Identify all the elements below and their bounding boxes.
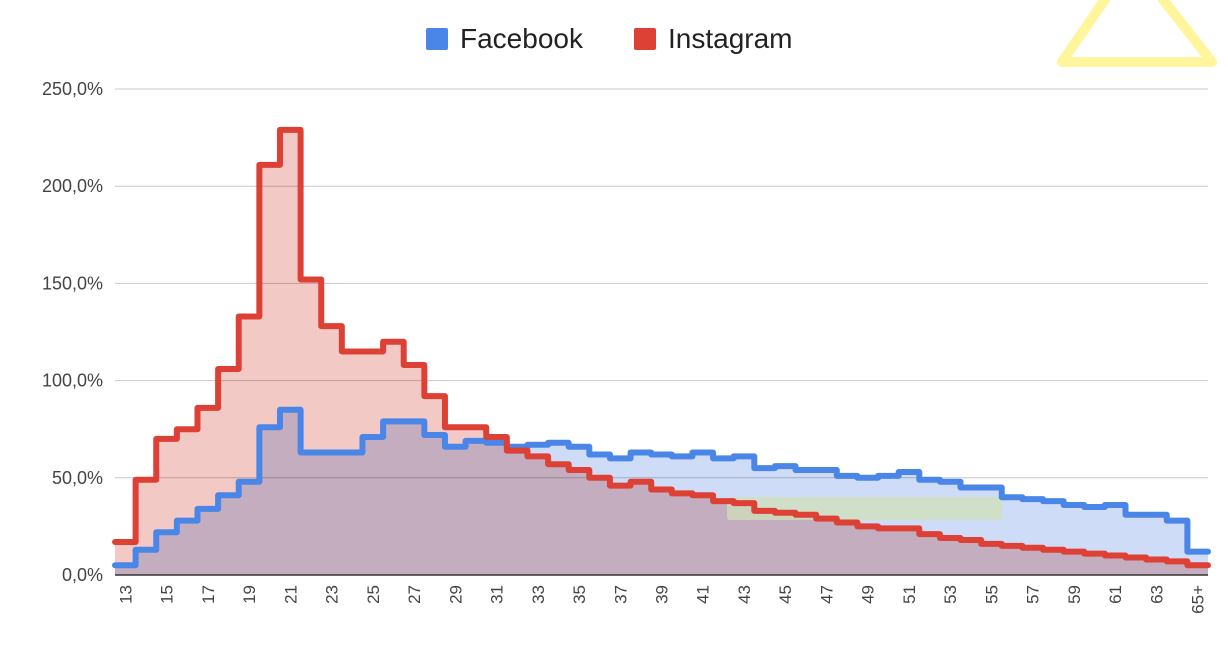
y-tick-label: 150,0% (42, 273, 103, 293)
x-tick-label: 21 (281, 585, 300, 604)
series-area-instagram (115, 129, 1208, 575)
legend-swatch-facebook (426, 28, 448, 50)
series-line-instagram (112, 126, 1211, 569)
x-tick-label: 53 (941, 585, 960, 604)
warning-triangle-icon (1057, 0, 1217, 67)
x-tick-label: 61 (1106, 585, 1125, 604)
x-tick-label: 39 (653, 585, 672, 604)
x-tick-label: 57 (1024, 585, 1043, 604)
x-tick-label: 19 (240, 585, 259, 604)
series-lines (112, 126, 1211, 569)
legend-label-facebook: Facebook (460, 23, 584, 54)
x-tick-label: 25 (364, 585, 383, 604)
x-tick-label: 23 (323, 585, 342, 604)
x-tick-label: 45 (776, 585, 795, 604)
y-axis-tick-labels: 0,0% 50,0% 100,0% 150,0% 200,0% 250,0% (42, 79, 103, 585)
x-tick-label: 47 (817, 585, 836, 604)
y-tick-label: 250,0% (42, 79, 103, 99)
x-tick-label: 55 (982, 585, 1001, 604)
x-tick-label: 43 (735, 585, 754, 604)
series-line-facebook (112, 406, 1211, 569)
x-tick-label: 17 (199, 585, 218, 604)
legend-label-instagram: Instagram (668, 23, 793, 54)
x-tick-label: 59 (1065, 585, 1084, 604)
x-tick-label: 65+ (1189, 585, 1208, 614)
x-tick-label: 13 (116, 585, 135, 604)
y-tick-label: 200,0% (42, 176, 103, 196)
x-axis-tick-labels: 13 15 17 19 21 23 25 27 29 31 33 35 37 39 41 43 45 47 49 51… (116, 585, 1207, 614)
x-tick-label: 27 (405, 585, 424, 604)
x-tick-label: 63 (1147, 585, 1166, 604)
x-tick-label: 15 (158, 585, 177, 604)
y-tick-label: 50,0% (52, 468, 103, 488)
legend-swatch-instagram (634, 28, 656, 50)
x-tick-label: 35 (570, 585, 589, 604)
y-tick-label: 0,0% (62, 565, 103, 585)
legend[interactable]: Facebook Instagram (426, 23, 793, 54)
y-tick-label: 100,0% (42, 371, 103, 391)
x-tick-label: 29 (446, 585, 465, 604)
series-areas (115, 129, 1208, 575)
x-tick-label: 31 (488, 585, 507, 604)
x-tick-label: 49 (859, 585, 878, 604)
x-tick-label: 41 (694, 585, 713, 604)
x-tick-label: 33 (529, 585, 548, 604)
x-tick-label: 51 (900, 585, 919, 604)
x-tick-label: 37 (611, 585, 630, 604)
